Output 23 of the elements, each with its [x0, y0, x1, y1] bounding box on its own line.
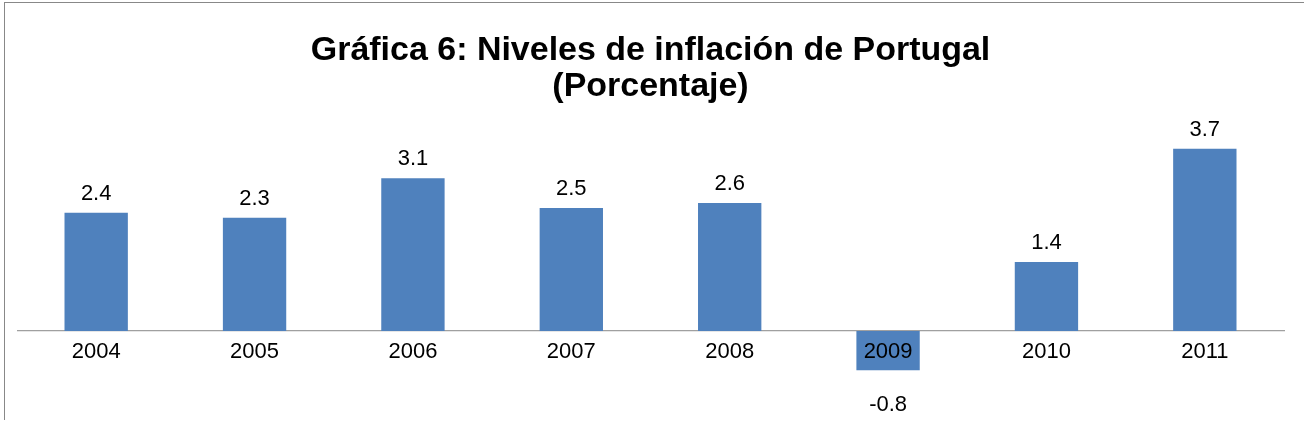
data-label: 3.1	[397, 145, 429, 171]
x-tick-label: 2005	[230, 337, 279, 363]
bar	[1014, 262, 1079, 331]
x-tick-label: 2010	[1022, 337, 1071, 363]
data-label: 2.4	[80, 179, 112, 205]
data-label: 2.6	[714, 170, 745, 196]
x-tick-label: 2011	[1181, 337, 1229, 363]
bar	[1173, 148, 1237, 331]
x-tick-label: 2004	[71, 337, 121, 363]
data-label: 1.4	[1031, 229, 1062, 255]
bar	[64, 212, 128, 331]
bar	[222, 217, 287, 331]
x-tick-label: 2007	[546, 337, 596, 363]
data-label: 2.5	[556, 175, 587, 200]
bar	[698, 202, 762, 331]
x-tick-label: 2008	[705, 337, 755, 363]
bar	[539, 207, 603, 331]
data-label: 2.3	[239, 184, 270, 210]
data-label: 3.7	[1189, 115, 1221, 141]
bar	[381, 178, 445, 331]
data-label: -0.8	[869, 391, 908, 417]
x-tick-label: 2006	[388, 337, 438, 363]
x-tick-label: 2009	[863, 337, 913, 363]
